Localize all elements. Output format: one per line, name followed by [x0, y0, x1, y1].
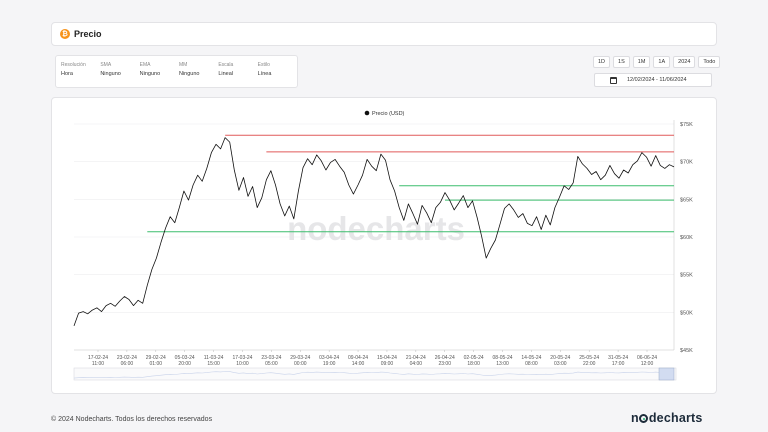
range-todo-button[interactable]: Todo: [698, 56, 721, 68]
setting-label: Resolución: [61, 62, 86, 68]
x-tick-label-date: 29-03-24: [290, 355, 310, 361]
x-tick-label-date: 17-02-24: [88, 355, 108, 361]
setting-label: EMA: [139, 62, 151, 68]
price-series-line: [73, 137, 675, 327]
setting-resolucion[interactable]: Resolución Hora: [61, 62, 100, 87]
x-tick-label-time: 15:00: [207, 361, 220, 367]
y-tick-label: $55K: [680, 273, 693, 279]
x-tick-label-date: 08-05-24: [493, 355, 513, 361]
y-tick-label: $65K: [680, 197, 693, 203]
x-tick-label-date: 11-03-24: [204, 355, 224, 361]
range-1a-button[interactable]: 1A: [653, 56, 671, 68]
date-range-text: 12/02/2024 - 11/06/2024: [627, 77, 687, 83]
range-selector: 1D 1S 1M 1A 2024 Todo: [593, 56, 721, 68]
x-tick-label-time: 14:00: [352, 361, 365, 367]
navigator-handle: [658, 367, 675, 381]
footer-logo[interactable]: n decharts: [631, 411, 703, 425]
setting-label: Escala: [218, 62, 234, 68]
x-tick-label-date: 15-04-24: [377, 355, 397, 361]
price-chart[interactable]: $45K $50K $55K $60K $65K $70K $75K nodecharts 17…: [52, 98, 718, 395]
x-tick-label-time: 13:00: [496, 361, 509, 367]
x-tick-label-date: 06-06-24: [637, 355, 657, 361]
legend-label: Precio (USD): [372, 111, 405, 117]
range-1d-button[interactable]: 1D: [593, 56, 611, 68]
x-tick-label-date: 05-03-24: [175, 355, 195, 361]
y-tick-label: $45K: [680, 348, 693, 354]
x-tick-label-time: 00:00: [294, 361, 307, 367]
x-tick-label-time: 17:00: [612, 361, 625, 367]
setting-value: Línea: [257, 71, 272, 77]
x-tick-label-date: 20-05-24: [550, 355, 570, 361]
x-tick-label-date: 29-02-24: [146, 355, 166, 361]
x-tick-label-time: 19:00: [323, 361, 336, 367]
x-tick-label-time: 04:00: [410, 361, 423, 367]
header-bar: ₿ Precio: [51, 22, 717, 46]
watermark: nodecharts: [287, 210, 465, 247]
navigator-series: [73, 371, 675, 379]
range-2024-button[interactable]: 2024: [673, 56, 696, 68]
x-tick-label-date: 25-05-24: [579, 355, 599, 361]
x-tick-label-date: 14-05-24: [521, 355, 541, 361]
chart-settings: Resolución Hora SMA Ninguno EMA Ninguno …: [55, 55, 298, 88]
x-tick-label-date: 21-04-24: [406, 355, 426, 361]
logo-o-icon: [639, 414, 649, 423]
setting-value: Hora: [61, 71, 73, 77]
setting-value: Ninguno: [100, 71, 121, 77]
setting-estilo[interactable]: Estilo Línea: [258, 62, 297, 87]
x-tick-label-time: 06:00: [121, 361, 134, 367]
range-1m-button[interactable]: 1M: [632, 56, 651, 68]
x-tick-label-time: 11:00: [92, 361, 104, 367]
x-tick-label-time: 09:00: [381, 361, 394, 367]
x-tick-label-date: 03-04-24: [319, 355, 339, 361]
x-tick-label-time: 18:00: [467, 361, 480, 367]
x-tick-label-date: 26-04-24: [435, 355, 455, 361]
x-tick-label-time: 08:00: [525, 361, 538, 367]
x-tick-label-time: 12:00: [641, 361, 654, 367]
price-chart-card: $45K $50K $55K $60K $65K $70K $75K nodecharts 17…: [51, 97, 717, 394]
x-tick-label-time: 10:00: [236, 361, 249, 367]
x-tick-label-time: 01:00: [150, 361, 163, 367]
setting-value: Lineal: [218, 71, 233, 77]
setting-mm[interactable]: MM Ninguno: [179, 62, 218, 87]
footer-copyright: © 2024 Nodecharts. Todos los derechos re…: [51, 416, 213, 423]
x-tick-label-date: 17-03-24: [232, 355, 252, 361]
y-tick-label: $75K: [680, 122, 693, 128]
date-range-picker[interactable]: 12/02/2024 - 11/06/2024: [594, 73, 712, 87]
x-tick-label-date: 02-05-24: [464, 355, 484, 361]
range-1s-button[interactable]: 1S: [613, 56, 630, 68]
setting-ema[interactable]: EMA Ninguno: [140, 62, 179, 87]
setting-label: Estilo: [257, 62, 270, 68]
legend-marker: [364, 110, 370, 116]
setting-sma[interactable]: SMA Ninguno: [100, 62, 139, 87]
x-tick-label-date: 23-03-24: [261, 355, 281, 361]
y-tick-label: $50K: [680, 310, 693, 316]
x-tick-label-time: 22:00: [583, 361, 596, 367]
setting-label: MM: [178, 62, 188, 68]
setting-label: SMA: [100, 62, 112, 68]
setting-escala[interactable]: Escala Lineal: [218, 62, 257, 87]
x-tick-label-date: 09-04-24: [348, 355, 368, 361]
x-tick-label-time: 03:00: [554, 361, 567, 367]
x-tick-label-time: 23:00: [438, 361, 451, 367]
calendar-icon: [610, 77, 617, 84]
setting-value: Ninguno: [139, 71, 161, 77]
bitcoin-icon: ₿: [60, 29, 70, 39]
page-title: Precio: [74, 29, 102, 39]
x-tick-label-time: 20:00: [178, 361, 191, 367]
setting-value: Ninguno: [178, 71, 200, 77]
y-tick-label: $70K: [680, 160, 693, 166]
navigator-track: [73, 367, 677, 381]
x-tick-label-date: 31-05-24: [608, 355, 628, 361]
x-tick-label-time: 05:00: [265, 361, 278, 367]
x-tick-label-date: 23-02-24: [117, 355, 137, 361]
y-tick-label: $60K: [680, 235, 693, 241]
